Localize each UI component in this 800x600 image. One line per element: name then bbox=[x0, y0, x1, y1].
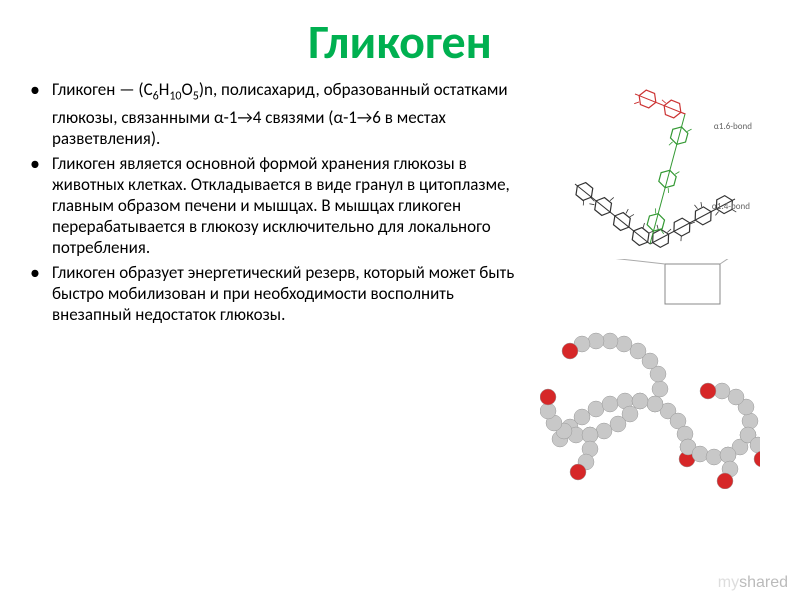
watermark-my: my bbox=[718, 574, 739, 591]
content-area: •Гликоген — (C6H10O5)n, полисахарид, обр… bbox=[0, 79, 800, 479]
glycogen-granule-diagram bbox=[540, 259, 760, 479]
bullet-text: Гликоген является основной формой хранен… bbox=[52, 153, 530, 258]
watermark: myshared bbox=[718, 574, 788, 592]
bullet-item: •Гликоген образует энергетический резерв… bbox=[50, 262, 530, 325]
chemical-structure-diagram: α1.6-bond α1.4-bond bbox=[540, 79, 760, 259]
slide-title: Гликоген bbox=[0, 0, 800, 79]
watermark-shared: shared bbox=[739, 574, 788, 591]
bullet-text: Гликоген — (C6H10O5)n, полисахарид, обра… bbox=[52, 79, 530, 149]
bullet-mark: • bbox=[30, 153, 40, 258]
bullet-item: •Гликоген — (C6H10O5)n, полисахарид, обр… bbox=[50, 79, 530, 149]
bullet-mark: • bbox=[30, 79, 40, 149]
bullet-item: •Гликоген является основной формой хране… bbox=[50, 153, 530, 258]
bond-label-a14: α1.4-bond bbox=[712, 201, 750, 212]
bullet-text: Гликоген образует энергетический резерв,… bbox=[52, 262, 530, 325]
bond-label-a16: α1.6-bond bbox=[714, 121, 752, 132]
bullet-list: •Гликоген — (C6H10O5)n, полисахарид, обр… bbox=[50, 79, 540, 479]
bullet-mark: • bbox=[30, 262, 40, 325]
diagram-column: α1.6-bond α1.4-bond bbox=[540, 79, 770, 479]
